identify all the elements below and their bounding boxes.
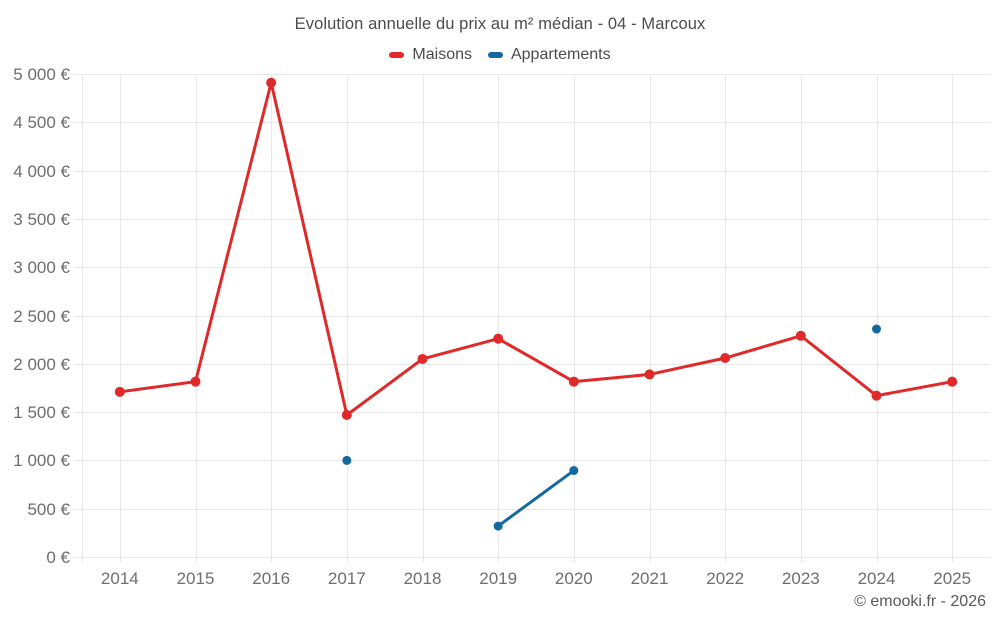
x-tick-label: 2017 <box>328 569 366 588</box>
series-maisons <box>114 77 958 420</box>
x-tick-label: 2014 <box>101 569 139 588</box>
x-tick-label: 2025 <box>933 569 971 588</box>
legend-item-appartements[interactable]: Appartements <box>487 46 611 64</box>
y-tick-label: 3 500 € <box>13 210 70 229</box>
x-tick-label: 2015 <box>177 569 215 588</box>
y-tick-label: 4 500 € <box>13 113 70 132</box>
x-tick-label: 2016 <box>252 569 290 588</box>
data-point[interactable] <box>947 376 958 387</box>
data-point[interactable] <box>568 376 579 387</box>
copyright-note: © emooki.fr - 2026 <box>854 593 986 610</box>
x-tick-label: 2021 <box>631 569 669 588</box>
y-tick-label: 0 € <box>46 548 70 567</box>
data-point[interactable] <box>720 353 731 364</box>
series-appartements <box>342 324 881 531</box>
x-tick-label: 2018 <box>404 569 442 588</box>
y-tick-label: 2 000 € <box>13 355 70 374</box>
gridlines <box>74 74 990 563</box>
y-tick-label: 500 € <box>27 500 70 519</box>
x-axis-labels: 2014 2015 2016 2017 2018 2019 2020 2021 2022 2023… <box>101 569 971 588</box>
legend-swatch <box>389 52 405 58</box>
data-point[interactable] <box>342 455 352 465</box>
y-tick-label: 4 000 € <box>13 162 70 181</box>
series-line <box>118 81 954 417</box>
x-tick-label: 2023 <box>782 569 820 588</box>
data-point[interactable] <box>417 353 428 364</box>
data-point[interactable] <box>493 333 504 344</box>
y-tick-label: 2 500 € <box>13 307 70 326</box>
chart-title: Evolution annuelle du prix au m² médian … <box>294 15 706 33</box>
y-axis-labels: 0 € 500 € 1 000 € 1 500 € 2 000 € 2 500 € 3 00… <box>13 65 70 567</box>
data-point[interactable] <box>341 409 352 420</box>
x-tick-label: 2020 <box>555 569 593 588</box>
x-tick-label: 2024 <box>858 569 896 588</box>
y-tick-label: 5 000 € <box>13 65 70 84</box>
data-point[interactable] <box>266 77 277 88</box>
y-tick-label: 1 000 € <box>13 451 70 470</box>
y-tick-label: 1 500 € <box>13 403 70 422</box>
data-point[interactable] <box>114 386 125 397</box>
data-point[interactable] <box>569 466 579 476</box>
data-point[interactable] <box>872 324 881 334</box>
x-tick-label: 2022 <box>706 569 744 588</box>
legend-label: Maisons <box>412 46 472 63</box>
x-tick-label: 2019 <box>479 569 517 588</box>
legend: Maisons Appartements <box>0 44 1000 66</box>
data-point[interactable] <box>493 521 503 531</box>
series-line <box>496 469 576 528</box>
data-point[interactable] <box>795 330 806 341</box>
y-tick-label: 3 000 € <box>13 258 70 277</box>
legend-swatch <box>487 52 503 58</box>
legend-item-maisons[interactable]: Maisons <box>389 46 472 64</box>
data-point[interactable] <box>644 369 655 380</box>
legend-label: Appartements <box>510 46 611 63</box>
data-point[interactable] <box>871 390 882 401</box>
data-point[interactable] <box>190 376 201 387</box>
